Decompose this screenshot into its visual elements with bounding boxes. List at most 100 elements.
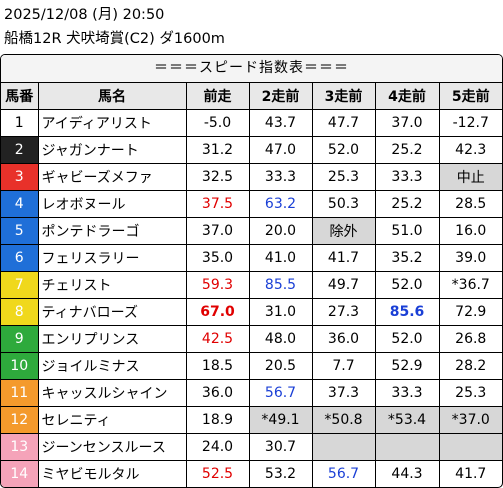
- speed-index-cell: 49.7: [311, 271, 376, 299]
- speed-index-cell: 37.3: [311, 379, 376, 407]
- header-horse-number: 馬番: [1, 83, 39, 110]
- speed-index-cell: 25.2: [374, 190, 440, 218]
- speed-index-cell: 52.0: [311, 136, 376, 164]
- speed-index-cell: 27.3: [311, 298, 376, 326]
- horse-name-cell: ポンテドラーゴ: [37, 217, 187, 245]
- table-row: 7 チェリスト 59.3 85.5 49.7 52.0 *36.7: [1, 271, 502, 299]
- speed-index-cell: 28.5: [438, 190, 502, 218]
- speed-index-cell: 25.3: [311, 163, 376, 191]
- speed-index-cell: [374, 433, 440, 461]
- speed-index-cell: -12.7: [438, 109, 502, 137]
- table-row: 4 レオボヌール 37.5 63.2 50.3 25.2 28.5: [1, 190, 502, 218]
- speed-index-cell: 18.9: [185, 406, 250, 434]
- speed-index-cell: 42.3: [438, 136, 502, 164]
- horse-number-cell: 4: [1, 190, 39, 218]
- table-row: 10 ジョイルミナス 18.5 20.5 7.7 52.9 28.2: [1, 352, 502, 380]
- speed-index-cell: 37.0: [374, 109, 440, 137]
- speed-index-cell: 31.2: [185, 136, 250, 164]
- header-3-races-ago: 3走前: [311, 83, 376, 110]
- horse-number-cell: 13: [1, 433, 39, 461]
- horse-number-cell: 14: [1, 460, 39, 487]
- speed-index-cell: 52.0: [374, 325, 440, 353]
- speed-index-cell: 41.7: [311, 244, 376, 272]
- horse-name-cell: ギャビーズメファ: [37, 163, 187, 191]
- table-row: 14 ミヤビモルタル 52.5 53.2 56.7 44.3 41.7: [1, 460, 502, 487]
- table-row: 5 ポンテドラーゴ 37.0 20.0 除外 51.0 16.0: [1, 217, 502, 245]
- speed-index-cell: 25.2: [374, 136, 440, 164]
- speed-index-cell: 33.3: [374, 163, 440, 191]
- speed-index-cell: *37.0: [438, 406, 502, 434]
- speed-index-cell: 50.3: [311, 190, 376, 218]
- horse-name-cell: ミヤビモルタル: [37, 460, 187, 487]
- speed-index-cell: 52.9: [374, 352, 440, 380]
- header-5-races-ago: 5走前: [438, 83, 502, 110]
- speed-index-cell: 85.5: [248, 271, 313, 299]
- date-time-header: 2025/12/08 (月) 20:50: [4, 7, 165, 23]
- speed-index-panel: ＝＝＝スピード指数表＝＝＝ 馬番 馬名 前走 2走前 3走前 4走前 5走前 1…: [0, 54, 503, 488]
- horse-name-cell: ジーンセンスルース: [37, 433, 187, 461]
- horse-number-cell: 2: [1, 136, 39, 164]
- table-header-row: 馬番 馬名 前走 2走前 3走前 4走前 5走前: [1, 83, 502, 110]
- speed-index-cell: 37.0: [185, 217, 250, 245]
- speed-index-cell: [438, 433, 502, 461]
- horse-number-cell: 10: [1, 352, 39, 380]
- speed-index-cell: 35.2: [374, 244, 440, 272]
- horse-number-cell: 1: [1, 109, 39, 137]
- speed-index-table: 馬番 馬名 前走 2走前 3走前 4走前 5走前 1 アイディアリスト -5.0 43…: [1, 83, 502, 487]
- speed-index-cell: 20.5: [248, 352, 313, 380]
- horse-name-cell: セレニティ: [37, 406, 187, 434]
- speed-index-cell: [311, 433, 376, 461]
- speed-index-cell: 52.0: [374, 271, 440, 299]
- speed-index-cell: 41.7: [438, 460, 502, 487]
- table-title: ＝＝＝スピード指数表＝＝＝: [1, 55, 502, 83]
- speed-index-cell: 18.5: [185, 352, 250, 380]
- horse-number-cell: 12: [1, 406, 39, 434]
- speed-index-cell: 33.3: [374, 379, 440, 407]
- speed-index-cell: 47.7: [311, 109, 376, 137]
- horse-number-cell: 7: [1, 271, 39, 299]
- table-row: 8 ティナバローズ 67.0 31.0 27.3 85.6 72.9: [1, 298, 502, 326]
- speed-index-cell: 48.0: [248, 325, 313, 353]
- speed-index-cell: 31.0: [248, 298, 313, 326]
- speed-index-cell: 42.5: [185, 325, 250, 353]
- speed-index-cell: 16.0: [438, 217, 502, 245]
- speed-index-cell: 除外: [311, 217, 376, 245]
- speed-index-cell: 25.3: [438, 379, 502, 407]
- speed-index-cell: 56.7: [248, 379, 313, 407]
- table-row: 2 ジャガンナート 31.2 47.0 52.0 25.2 42.3: [1, 136, 502, 164]
- speed-index-cell: 44.3: [374, 460, 440, 487]
- horse-number-cell: 6: [1, 244, 39, 272]
- table-row: 3 ギャビーズメファ 32.5 33.3 25.3 33.3 中止: [1, 163, 502, 191]
- speed-index-cell: 53.2: [248, 460, 313, 487]
- speed-index-cell: 32.5: [185, 163, 250, 191]
- speed-index-cell: 24.0: [185, 433, 250, 461]
- speed-index-cell: 41.0: [248, 244, 313, 272]
- speed-index-cell: *50.8: [311, 406, 376, 434]
- header-horse-name: 馬名: [37, 83, 187, 110]
- header-last-race: 前走: [185, 83, 250, 110]
- table-row: 1 アイディアリスト -5.0 43.7 47.7 37.0 -12.7: [1, 109, 502, 137]
- speed-index-cell: 33.3: [248, 163, 313, 191]
- table-row: 12 セレニティ 18.9 *49.1 *50.8 *53.4 *37.0: [1, 406, 502, 434]
- table-row: 13 ジーンセンスルース 24.0 30.7: [1, 433, 502, 461]
- speed-index-cell: 63.2: [248, 190, 313, 218]
- speed-index-cell: 20.0: [248, 217, 313, 245]
- speed-index-cell: 59.3: [185, 271, 250, 299]
- header-4-races-ago: 4走前: [374, 83, 440, 110]
- header-2-races-ago: 2走前: [248, 83, 313, 110]
- horse-name-cell: ジョイルミナス: [37, 352, 187, 380]
- speed-index-cell: 30.7: [248, 433, 313, 461]
- horse-name-cell: キャッスルシャイン: [37, 379, 187, 407]
- speed-index-cell: 26.8: [438, 325, 502, 353]
- horse-number-cell: 5: [1, 217, 39, 245]
- speed-index-cell: 67.0: [185, 298, 250, 326]
- horse-number-cell: 3: [1, 163, 39, 191]
- horse-name-cell: フェリスラリー: [37, 244, 187, 272]
- speed-index-cell: 56.7: [311, 460, 376, 487]
- horse-name-cell: ジャガンナート: [37, 136, 187, 164]
- speed-index-cell: 47.0: [248, 136, 313, 164]
- horse-name-cell: アイディアリスト: [37, 109, 187, 137]
- race-info-header: 船橋12R 犬吠埼賞(C2) ダ1600m: [4, 31, 225, 47]
- speed-index-cell: 28.2: [438, 352, 502, 380]
- horse-name-cell: ティナバローズ: [37, 298, 187, 326]
